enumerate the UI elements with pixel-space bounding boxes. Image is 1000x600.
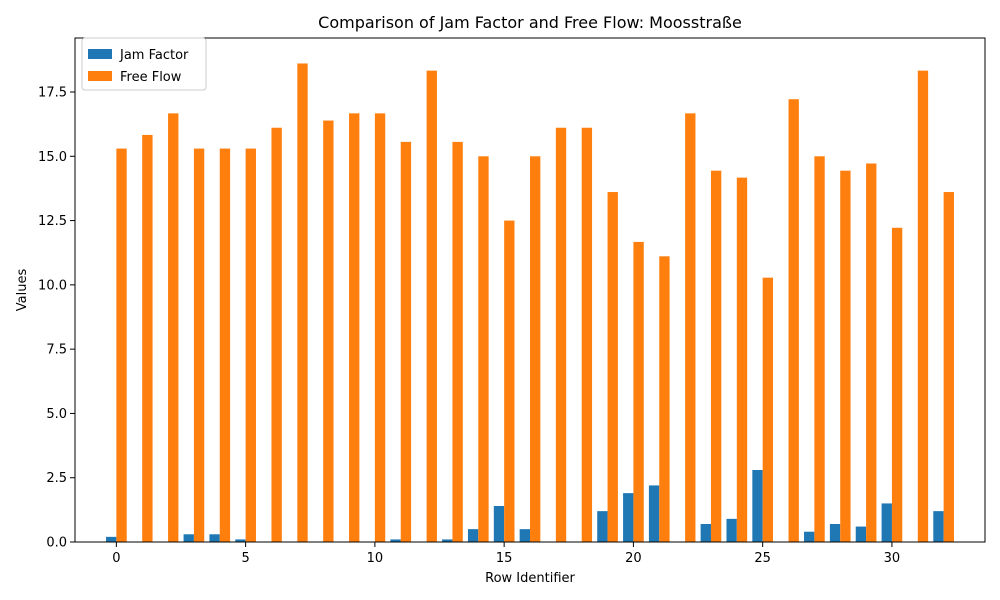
y-tick-label: 7.5: [46, 343, 67, 358]
bar-jam-factor-27: [804, 531, 815, 542]
bar-free-flow-22: [685, 113, 696, 542]
bar-free-flow-18: [581, 127, 593, 542]
y-tick-label: 15.0: [38, 150, 67, 165]
x-tick-label: 0: [112, 551, 120, 566]
legend-label-jam-factor: Jam Factor: [119, 48, 189, 63]
bar-jam-factor-0: [106, 536, 117, 542]
bar-free-flow-32: [943, 192, 954, 542]
bar-free-flow-10: [374, 113, 386, 542]
y-tick-label: 17.5: [38, 86, 67, 101]
bar-free-flow-6: [271, 127, 282, 542]
x-axis-label: Row Identifier: [485, 571, 575, 586]
bar-free-flow-26: [788, 99, 799, 542]
x-axis: 0 5 10 15 20 25 30: [112, 542, 900, 566]
bar-free-flow-9: [349, 113, 360, 542]
bars-layer: [106, 63, 954, 543]
bar-jam-factor-21: [648, 485, 660, 542]
bar-free-flow-5: [245, 148, 256, 543]
y-tick-label: 10.0: [38, 278, 67, 293]
bar-free-flow-27: [814, 156, 825, 543]
y-axis: 0.0 2.5 5.0 7.5 10.0 12.5 15.0 17.5: [38, 86, 75, 551]
bar-free-flow-31: [917, 70, 929, 543]
bar-jam-factor-32: [933, 511, 944, 542]
legend-label-free-flow: Free Flow: [120, 70, 182, 85]
bar-free-flow-2: [168, 113, 179, 542]
bar-free-flow-12: [426, 70, 437, 543]
bar-free-flow-3: [193, 148, 205, 543]
legend-box: [81, 37, 207, 91]
bar-free-flow-13: [452, 141, 463, 542]
bar-free-flow-21: [659, 256, 670, 542]
bar-free-flow-28: [840, 170, 851, 542]
bar-free-flow-29: [866, 163, 877, 542]
x-tick-label: 15: [496, 551, 513, 566]
legend-swatch-jam-factor: [88, 49, 112, 59]
bar-free-flow-17: [555, 127, 567, 542]
bar-jam-factor-11: [390, 539, 401, 542]
bar-free-flow-14: [478, 156, 489, 543]
x-tick-label: 20: [625, 551, 642, 566]
bar-jam-factor-14: [467, 529, 479, 542]
chart-title: Comparison of Jam Factor and Free Flow: …: [318, 13, 742, 32]
bar-free-flow-20: [633, 241, 644, 542]
bar-free-flow-30: [891, 227, 903, 542]
bar-free-flow-15: [504, 220, 515, 543]
legend-swatch-free-flow: [88, 71, 112, 81]
bar-free-flow-25: [762, 277, 774, 542]
bar-jam-factor-29: [855, 526, 867, 542]
legend: Jam Factor Free Flow: [81, 37, 207, 91]
bar-jam-factor-13: [442, 539, 453, 542]
y-tick-label: 2.5: [46, 471, 67, 486]
y-tick-label: 12.5: [38, 214, 67, 229]
plot-frame: [74, 37, 986, 543]
x-tick-label: 30: [884, 551, 901, 566]
bar-jam-factor-30: [881, 503, 892, 542]
bar-jam-factor-3: [183, 534, 194, 542]
bar-free-flow-8: [323, 120, 334, 543]
bar-jam-factor-24: [726, 518, 737, 542]
bar-jam-factor-23: [700, 524, 711, 542]
bar-free-flow-4: [219, 148, 231, 543]
bar-jam-factor-19: [597, 511, 608, 542]
bar-free-flow-1: [142, 134, 153, 542]
bar-free-flow-19: [607, 192, 618, 542]
bar-jam-factor-25: [752, 470, 763, 542]
bar-free-flow-7: [297, 63, 308, 542]
bar-jam-factor-4: [209, 534, 220, 542]
bar-free-flow-23: [710, 170, 722, 542]
x-tick-label: 10: [367, 551, 384, 566]
bar-free-flow-0: [116, 148, 127, 543]
y-axis-label: Values: [15, 269, 30, 312]
bar-jam-factor-15: [493, 506, 505, 542]
x-tick-label: 5: [241, 551, 249, 566]
bar-jam-factor-20: [623, 493, 634, 542]
bar-jam-factor-16: [519, 529, 530, 542]
y-tick-label: 5.0: [46, 407, 67, 422]
bar-jam-factor-28: [829, 524, 841, 542]
bar-free-flow-16: [530, 156, 541, 543]
y-tick-label: 0.0: [46, 536, 67, 551]
bar-jam-factor-5: [235, 539, 246, 542]
bar-free-flow-11: [400, 141, 412, 542]
bar-free-flow-24: [736, 177, 748, 542]
x-tick-label: 25: [754, 551, 771, 566]
